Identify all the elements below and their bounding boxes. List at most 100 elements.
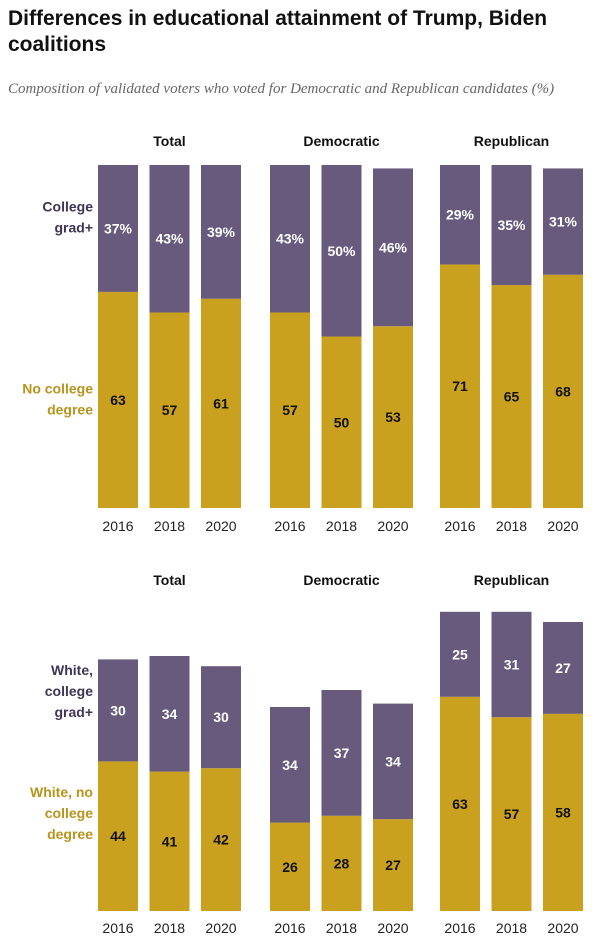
bar-segment-bottom: [98, 291, 138, 508]
data-label-top: 35%: [497, 217, 526, 233]
bar-segment-bottom: [440, 696, 480, 911]
bar-segment-top: [149, 656, 190, 772]
bar-segment-top: [543, 168, 583, 275]
panel-title: Total: [153, 572, 185, 588]
data-label-bottom: 58: [555, 804, 571, 820]
bar-segment-top: [373, 703, 413, 820]
data-label-top: 39%: [207, 224, 236, 240]
data-label-top: 43%: [155, 231, 184, 247]
bar-segment-top: [440, 611, 480, 697]
panel-title: Democratic: [303, 572, 379, 588]
x-tick-label: 2018: [496, 920, 527, 936]
panel-title: Republican: [474, 572, 549, 588]
x-tick-label: 2018: [154, 920, 185, 936]
data-label-top: 31%: [549, 214, 578, 230]
data-label-bottom: 27: [385, 857, 401, 873]
data-label-bottom: 68: [555, 383, 571, 399]
bar-segment-top: [491, 611, 532, 718]
panel-title: Democratic: [303, 133, 379, 149]
x-tick-label: 2020: [547, 920, 578, 936]
data-label-top: 43%: [276, 231, 305, 247]
data-label-top: 29%: [446, 207, 475, 223]
bar-segment-top: [321, 690, 362, 816]
panel-total: Total 44 30 2016 41 34 2018 42 30 2020: [98, 572, 241, 936]
bar-segment-bottom: [321, 815, 362, 911]
x-tick-label: 2018: [496, 518, 527, 534]
data-label-bottom: 57: [282, 402, 298, 418]
data-label-bottom: 57: [504, 806, 520, 822]
x-tick-label: 2016: [102, 920, 133, 936]
bar-segment-top: [270, 707, 310, 823]
x-tick-label: 2016: [444, 518, 475, 534]
data-label-top: 27: [555, 660, 571, 676]
data-label-bottom: 57: [162, 402, 178, 418]
data-label-top: 37: [334, 745, 350, 761]
panel-total: Total 63 37% 2016 57 43% 2018 61 39% 2020: [98, 133, 241, 534]
x-tick-label: 2018: [326, 920, 357, 936]
x-tick-label: 2016: [274, 518, 305, 534]
bar-segment-bottom: [149, 312, 190, 508]
data-label-top: 25: [452, 646, 468, 662]
data-label-top: 37%: [104, 220, 133, 236]
bar-segment-top: [373, 168, 413, 327]
bar-segment-top: [270, 165, 310, 313]
bar-segment-bottom: [373, 819, 413, 911]
data-label-top: 46%: [379, 239, 408, 255]
data-label-top: 50%: [327, 243, 356, 259]
bar-segment-bottom: [440, 264, 480, 508]
x-tick-label: 2018: [326, 518, 357, 534]
data-label-bottom: 28: [334, 855, 350, 871]
x-tick-label: 2020: [205, 920, 236, 936]
panel-republican: Republican 71 29% 2016 65 35% 2018 68 31% 2020: [440, 133, 583, 534]
x-tick-label: 2020: [377, 920, 408, 936]
data-label-bottom: 44: [110, 828, 126, 844]
data-label-top: 31: [504, 657, 520, 673]
bar-segment-bottom: [373, 326, 413, 508]
bar-segment-top: [98, 165, 138, 292]
chart-title: Differences in educational attainment of…: [8, 7, 548, 56]
x-tick-label: 2016: [102, 518, 133, 534]
bar-segment-bottom: [321, 336, 362, 508]
data-label-bottom: 42: [213, 832, 229, 848]
chart-group-2: White, college grad+ White, no college degree…: [30, 572, 583, 936]
series-label-bottom: White, no college degree: [30, 784, 93, 842]
data-label-top: 30: [110, 702, 126, 718]
data-label-bottom: 63: [452, 796, 468, 812]
x-tick-label: 2016: [274, 920, 305, 936]
data-label-bottom: 53: [385, 409, 401, 425]
panel-republican: Republican 63 25 2016 57 31 2018 58 27 2020: [440, 572, 583, 936]
x-tick-label: 2020: [377, 518, 408, 534]
bar-segment-bottom: [491, 285, 532, 508]
data-label-bottom: 71: [452, 378, 468, 394]
series-label-top: College grad+: [42, 199, 93, 236]
data-label-bottom: 65: [504, 389, 520, 405]
bar-segment-top: [98, 659, 138, 762]
data-label-bottom: 26: [282, 859, 298, 875]
panel-democratic: Democratic 57 43% 2016 50 50% 2018 53 46% 2020: [270, 133, 413, 534]
data-label-bottom: 41: [162, 833, 178, 849]
bar-segment-top: [440, 165, 480, 265]
bar-segment-bottom: [201, 768, 241, 911]
x-tick-label: 2020: [547, 518, 578, 534]
data-label-bottom: 63: [110, 392, 126, 408]
series-label-bottom: No college degree: [22, 381, 93, 418]
bar-segment-bottom: [543, 713, 583, 911]
data-label-top: 30: [213, 709, 229, 725]
chart-subtitle: Composition of validated voters who vote…: [8, 81, 555, 97]
panel-title: Republican: [474, 133, 549, 149]
data-label-top: 34: [162, 706, 178, 722]
series-label-top: White, college grad+: [45, 662, 93, 720]
chart-group-1: College grad+ No college degree Total 63 37% 20…: [22, 133, 583, 534]
bar-segment-top: [149, 165, 190, 313]
bar-segment-bottom: [270, 312, 310, 508]
panel-democratic: Democratic 26 34 2016 28 37 2018 27 34 2020: [270, 572, 413, 936]
bar-segment-bottom: [270, 822, 310, 911]
panel-title: Total: [153, 133, 185, 149]
data-label-top: 34: [385, 753, 401, 769]
bar-segment-top: [321, 165, 362, 337]
x-tick-label: 2016: [444, 920, 475, 936]
data-label-bottom: 61: [213, 395, 229, 411]
bar-segment-top: [201, 165, 241, 299]
